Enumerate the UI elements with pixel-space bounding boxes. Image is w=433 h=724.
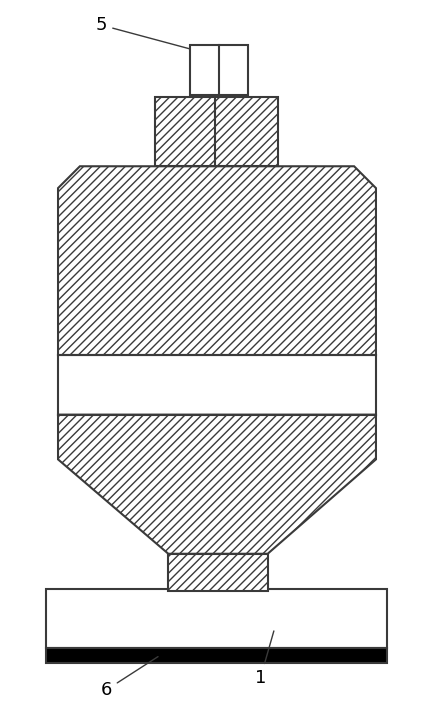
- Text: 6: 6: [101, 657, 158, 699]
- Text: 5: 5: [96, 16, 217, 56]
- Bar: [190, 45, 248, 95]
- Bar: [155, 97, 218, 167]
- Polygon shape: [58, 167, 376, 355]
- Text: 4: 4: [66, 346, 153, 394]
- Polygon shape: [58, 415, 376, 554]
- Bar: [215, 97, 278, 167]
- Text: 1: 1: [255, 631, 274, 687]
- Bar: [46, 589, 387, 648]
- Polygon shape: [58, 355, 376, 415]
- Bar: [46, 648, 387, 663]
- Bar: [168, 554, 268, 591]
- Text: 3: 3: [66, 212, 128, 259]
